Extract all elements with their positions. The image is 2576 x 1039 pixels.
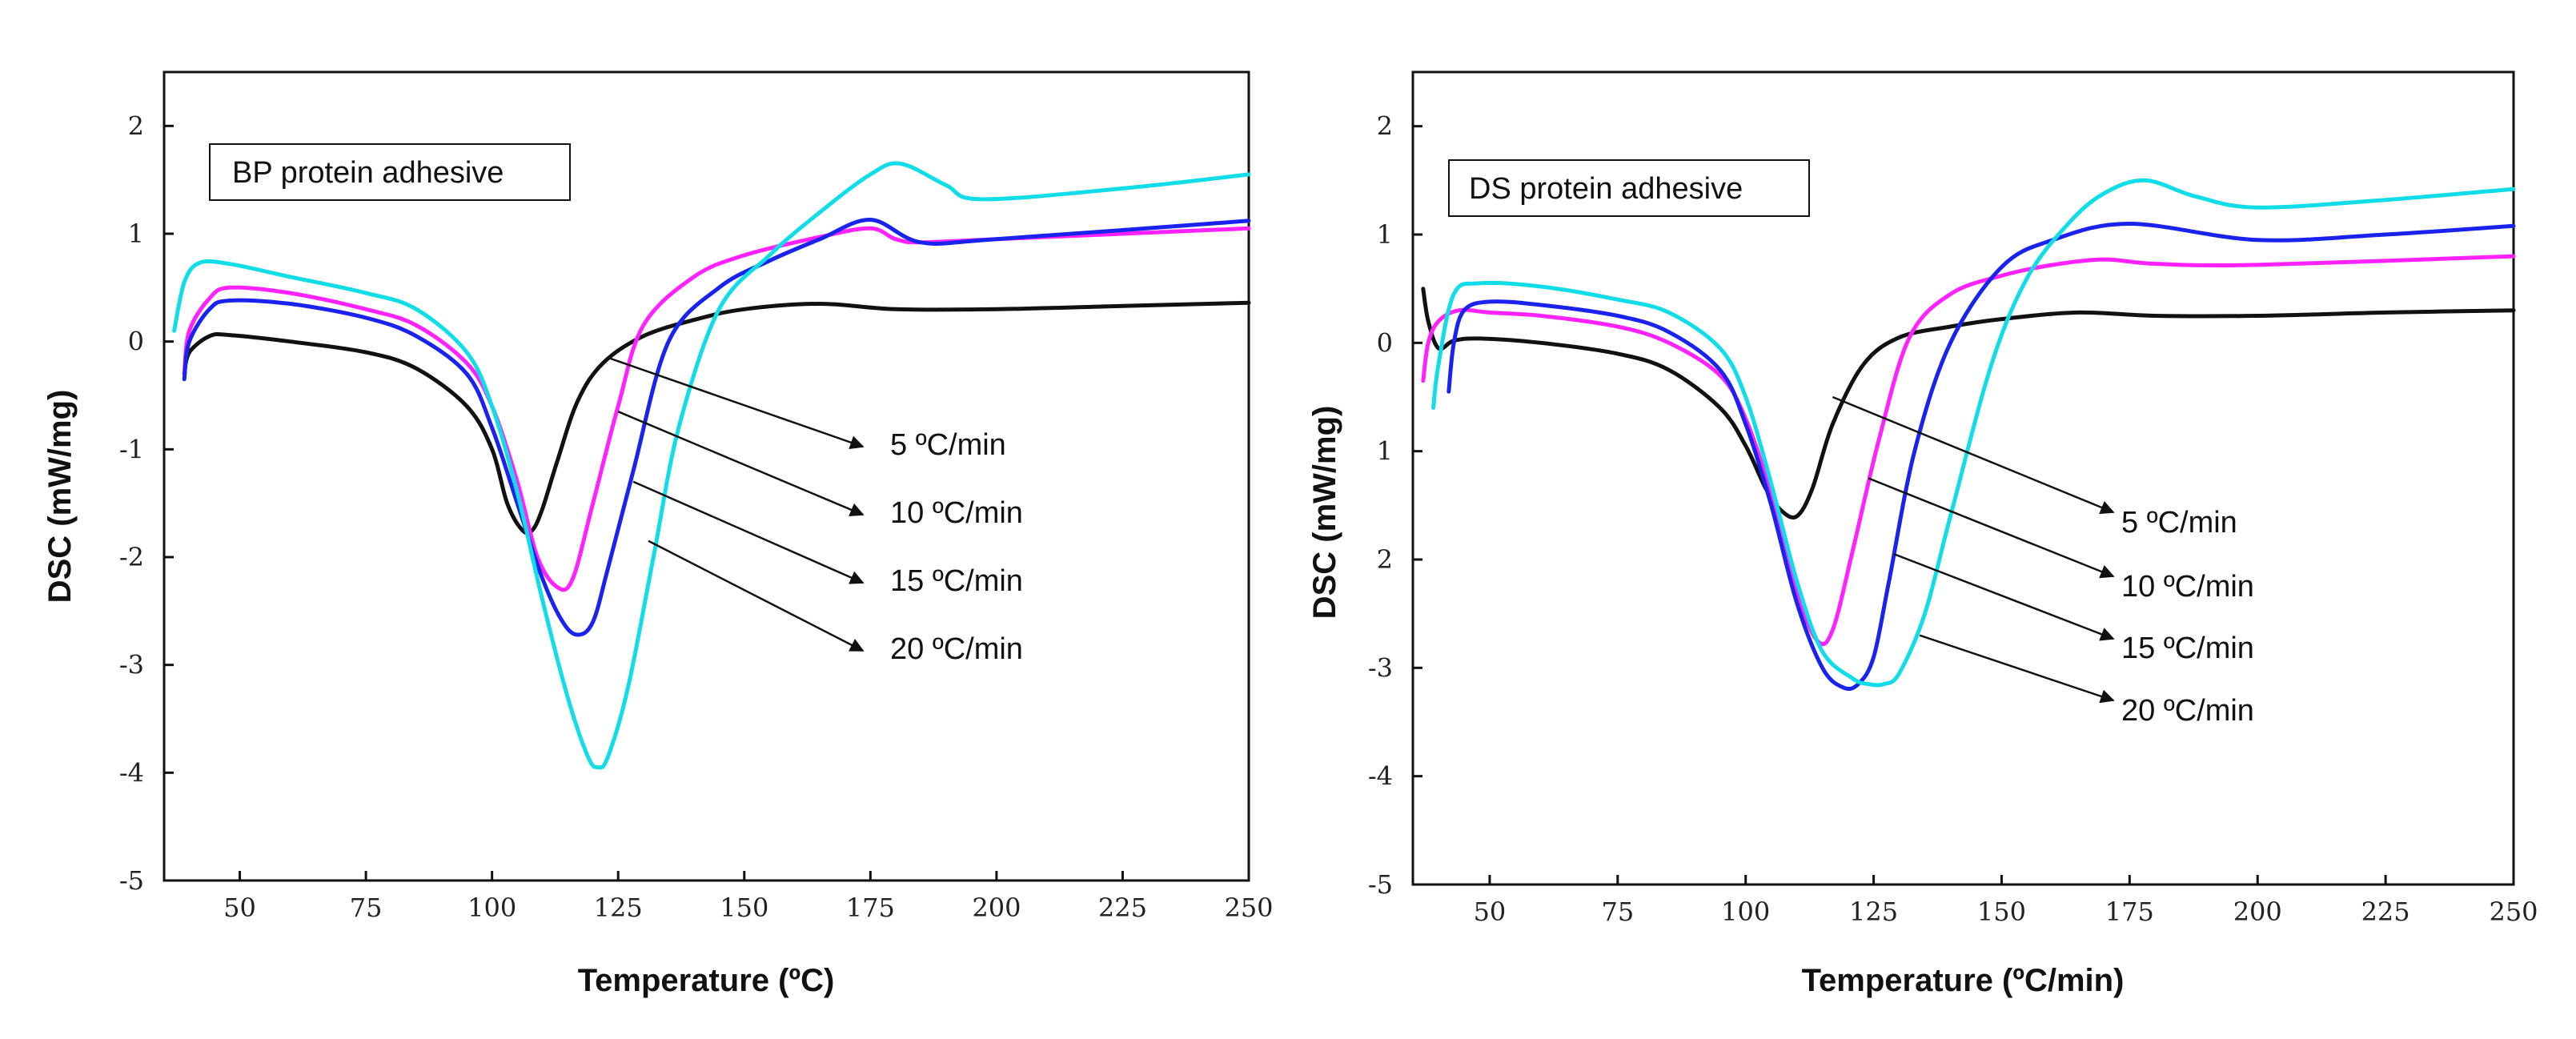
ds-x-tick-label: 50 (1474, 897, 1507, 927)
bp-annotation-label: 20 ºC/min (890, 632, 1023, 666)
bp-annotation-label: 15 ºC/min (890, 564, 1023, 598)
ds-series-line (1431, 178, 2516, 688)
bp-chart-title: BP protein adhesive (232, 156, 504, 190)
ds-series-line (1421, 254, 2516, 647)
ds-title-box (1448, 159, 1810, 217)
bp-x-axis-title: Temperature (ºC) (578, 963, 835, 998)
bp-annotation-arrow (617, 411, 865, 516)
ds-plot-frame (1411, 70, 2515, 886)
bp-series-line (172, 161, 1251, 770)
bp-x-tick-label: 200 (972, 893, 1021, 923)
bp-chart-panel: 50 75 100 125 150 175 200 225 250 2 1 0 -1 -2 -3 -4 -5 B… (42, 70, 1274, 998)
bp-y-tick-label: 0 (128, 327, 144, 357)
ds-x-tick-label: 100 (1721, 897, 1770, 927)
ds-x-tick-label: 175 (2105, 897, 2154, 927)
bp-x-tick-label: 225 (1098, 893, 1147, 923)
bp-y-tick-label: -2 (119, 542, 144, 572)
ds-x-axis-title: Temperature (ºC/min) (1802, 963, 2125, 998)
bp-series-line (182, 217, 1251, 637)
ds-annotation-label: 10 ºC/min (2121, 570, 2254, 604)
ds-x-tick-label: 250 (2489, 897, 2538, 927)
bp-y-tick-label: -5 (119, 865, 144, 896)
bp-y-tick-label: 2 (128, 110, 144, 141)
ds-x-tick-label: 75 (1601, 897, 1634, 927)
bp-title-box (209, 143, 571, 201)
ds-annotation-arrow (1868, 477, 2115, 579)
bp-plot-frame (163, 70, 1250, 882)
bp-x-tick-label: 150 (720, 893, 768, 923)
ds-y-tick-label: 1 (1377, 436, 1393, 467)
bp-x-tick-label: 250 (1224, 893, 1273, 923)
ds-x-tick-label: 225 (2361, 897, 2410, 927)
ds-annotation-arrow (1919, 634, 2115, 704)
ds-series-line (1421, 287, 2516, 520)
bp-x-tick-label: 50 (223, 893, 256, 923)
ds-y-tick-label: 2 (1377, 544, 1393, 575)
ds-x-tick-label: 200 (2233, 897, 2282, 927)
bp-annotation-label: 10 ºC/min (890, 496, 1023, 530)
bp-x-tick-label: 125 (594, 893, 643, 923)
ds-y-axis-title: DSC (mW/mg) (1307, 406, 1342, 620)
bp-y-axis-title: DSC (mW/mg) (42, 390, 78, 604)
ds-y-tick-label: 1 (1377, 219, 1393, 250)
bp-x-tick-label: 75 (350, 893, 383, 923)
ds-x-tick-label: 125 (1849, 897, 1898, 927)
bp-x-tick-label: 100 (467, 893, 516, 923)
bp-annotation-arrow (632, 480, 865, 584)
ds-series-line (1446, 222, 2516, 692)
ds-annotation-arrow (1893, 553, 2115, 641)
ds-annotation-arrow (1832, 395, 2115, 515)
ds-chart-panel: 50 75 100 125 150 175 200 225 250 2 1 0 1 2 -3 -4 -5 DS … (1307, 70, 2538, 998)
ds-x-tick-label: 150 (1977, 897, 2026, 927)
bp-series-line (182, 226, 1251, 592)
ds-chart-title: DS protein adhesive (1469, 172, 1743, 206)
ds-y-tick-label: -4 (1368, 761, 1393, 792)
bp-y-tick-label: -4 (119, 757, 144, 788)
bp-x-tick-label: 175 (846, 893, 895, 923)
bp-annotation-arrow (648, 540, 865, 652)
bp-y-tick-label: 1 (128, 219, 144, 249)
ds-y-tick-label: -5 (1368, 869, 1393, 900)
ds-y-tick-label: 0 (1377, 327, 1393, 358)
ds-annotation-label: 15 ºC/min (2121, 632, 2254, 665)
ds-y-tick-label: -3 (1368, 652, 1393, 683)
ds-y-tick-label: 2 (1377, 111, 1393, 142)
ds-annotation-label: 5 ºC/min (2121, 506, 2237, 540)
bp-annotation-label: 5 ºC/min (890, 428, 1006, 462)
ds-annotation-label: 20 ºC/min (2121, 694, 2254, 728)
bp-series-line (182, 300, 1251, 536)
bp-annotation-arrow (608, 356, 865, 450)
bp-y-tick-label: -1 (119, 434, 144, 464)
bp-y-tick-label: -3 (119, 650, 144, 680)
